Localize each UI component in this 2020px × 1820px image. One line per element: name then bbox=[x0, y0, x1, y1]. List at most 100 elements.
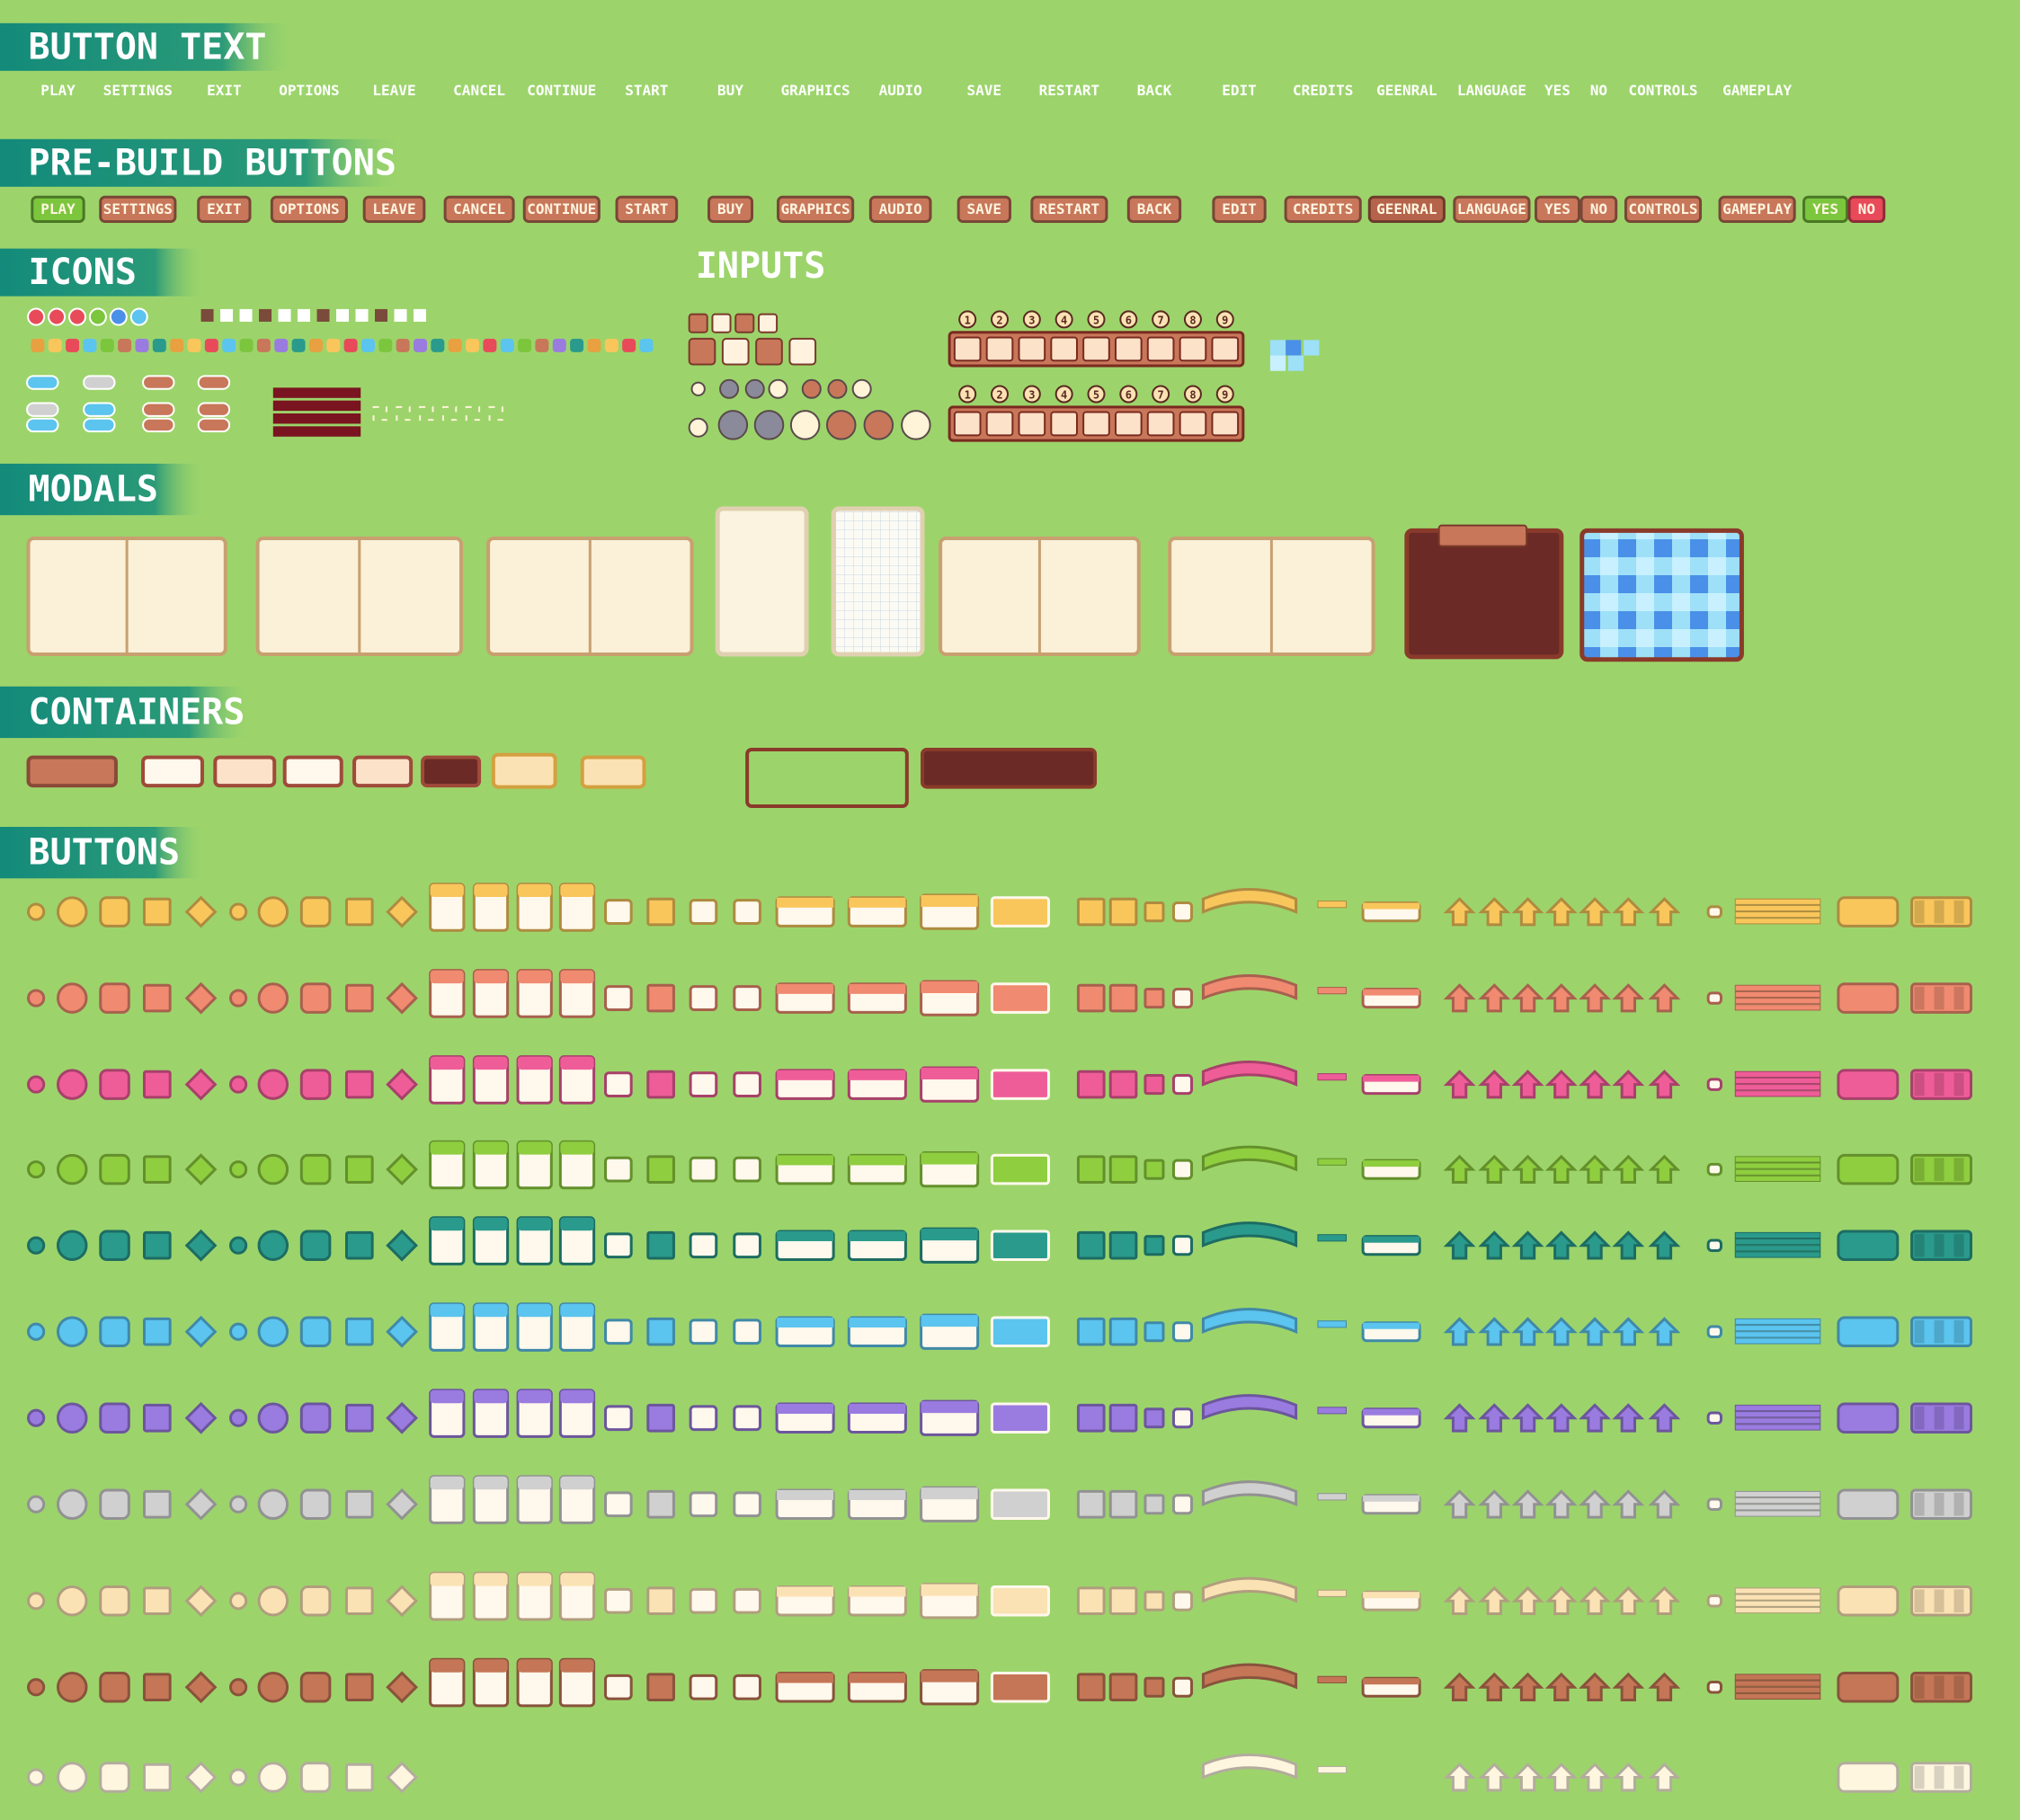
button[interactable] bbox=[184, 1315, 218, 1348]
button[interactable] bbox=[1734, 1318, 1821, 1326]
button[interactable] bbox=[646, 1586, 675, 1616]
button[interactable] bbox=[299, 982, 332, 1014]
button[interactable] bbox=[1734, 1337, 1821, 1345]
button[interactable] bbox=[299, 1585, 332, 1617]
button[interactable] bbox=[1579, 983, 1612, 1013]
button[interactable] bbox=[1478, 1230, 1511, 1260]
button[interactable] bbox=[1076, 897, 1106, 927]
button[interactable] bbox=[1076, 1586, 1106, 1616]
button[interactable] bbox=[1734, 984, 1821, 991]
button[interactable] bbox=[386, 981, 418, 1015]
button[interactable] bbox=[142, 1155, 172, 1184]
button[interactable] bbox=[1443, 1762, 1476, 1792]
button[interactable] bbox=[1478, 1070, 1511, 1099]
button[interactable] bbox=[56, 1402, 88, 1434]
button[interactable] bbox=[299, 1230, 332, 1261]
button[interactable] bbox=[1734, 1168, 1821, 1176]
button[interactable] bbox=[99, 1402, 130, 1434]
prebuild-button[interactable] bbox=[1534, 195, 1580, 223]
prebuild-button[interactable] bbox=[1847, 195, 1886, 223]
button[interactable] bbox=[27, 1678, 46, 1697]
button[interactable] bbox=[27, 902, 46, 921]
button[interactable] bbox=[1478, 1762, 1511, 1792]
button[interactable] bbox=[1201, 1145, 1298, 1172]
button[interactable] bbox=[1734, 1325, 1821, 1332]
button[interactable] bbox=[229, 1408, 248, 1427]
button[interactable] bbox=[1108, 1317, 1138, 1346]
button[interactable] bbox=[646, 1230, 675, 1260]
prebuild-button[interactable] bbox=[1284, 195, 1362, 223]
button[interactable] bbox=[99, 1488, 130, 1521]
button[interactable] bbox=[299, 1402, 332, 1434]
button[interactable] bbox=[1544, 1585, 1578, 1616]
button[interactable] bbox=[1706, 1162, 1722, 1176]
prebuild-button[interactable] bbox=[1802, 195, 1849, 223]
button[interactable] bbox=[142, 1586, 172, 1616]
button[interactable] bbox=[1171, 1590, 1194, 1611]
button[interactable] bbox=[1837, 1671, 1900, 1703]
prebuild-button[interactable] bbox=[1126, 195, 1182, 223]
button[interactable] bbox=[1579, 1230, 1612, 1260]
button[interactable] bbox=[386, 1761, 418, 1794]
button[interactable] bbox=[689, 1405, 718, 1432]
button[interactable] bbox=[1648, 1489, 1681, 1519]
button[interactable] bbox=[689, 899, 718, 925]
button[interactable] bbox=[142, 1673, 172, 1702]
button[interactable] bbox=[1511, 1672, 1544, 1702]
button[interactable] bbox=[1648, 1403, 1681, 1433]
button[interactable] bbox=[184, 1585, 218, 1618]
button[interactable] bbox=[1734, 911, 1821, 919]
button[interactable] bbox=[99, 1585, 130, 1617]
button[interactable] bbox=[689, 1318, 718, 1345]
button[interactable] bbox=[1076, 983, 1106, 1013]
prebuild-button[interactable] bbox=[522, 195, 601, 223]
prebuild-button[interactable] bbox=[1453, 195, 1531, 223]
button[interactable] bbox=[1544, 1317, 1578, 1346]
button[interactable] bbox=[1201, 888, 1298, 914]
button[interactable] bbox=[1478, 1585, 1511, 1616]
button[interactable] bbox=[1478, 1672, 1511, 1702]
button[interactable] bbox=[1734, 1490, 1821, 1498]
button[interactable] bbox=[344, 1070, 374, 1099]
button[interactable] bbox=[99, 1153, 130, 1185]
button[interactable] bbox=[1544, 983, 1578, 1013]
button[interactable] bbox=[1511, 1585, 1544, 1616]
button[interactable] bbox=[99, 1671, 130, 1703]
prebuild-button[interactable] bbox=[1212, 195, 1267, 223]
button[interactable] bbox=[1317, 1073, 1347, 1081]
button[interactable] bbox=[142, 1403, 172, 1433]
button[interactable] bbox=[1837, 896, 1900, 928]
button[interactable] bbox=[344, 1403, 374, 1433]
button[interactable] bbox=[1544, 1230, 1578, 1260]
button[interactable] bbox=[1171, 1074, 1194, 1096]
button[interactable] bbox=[1734, 1251, 1821, 1258]
button[interactable] bbox=[990, 1069, 1050, 1100]
button[interactable] bbox=[1108, 1489, 1138, 1519]
button[interactable] bbox=[142, 1489, 172, 1519]
button[interactable] bbox=[1734, 1686, 1821, 1693]
button[interactable] bbox=[299, 1488, 332, 1521]
button[interactable] bbox=[1201, 1061, 1298, 1087]
button[interactable] bbox=[646, 897, 675, 927]
button[interactable] bbox=[386, 1315, 418, 1348]
button[interactable] bbox=[1706, 1078, 1722, 1091]
button[interactable] bbox=[1317, 1766, 1347, 1774]
button[interactable] bbox=[56, 1762, 88, 1793]
button[interactable] bbox=[257, 982, 289, 1014]
button[interactable] bbox=[1579, 1762, 1612, 1792]
button[interactable] bbox=[1612, 1585, 1645, 1616]
button[interactable] bbox=[1734, 1162, 1821, 1169]
button[interactable] bbox=[257, 1585, 289, 1617]
button[interactable] bbox=[733, 899, 761, 925]
button[interactable] bbox=[1317, 1589, 1347, 1597]
button[interactable] bbox=[1143, 1407, 1165, 1429]
button[interactable] bbox=[604, 1405, 633, 1432]
prebuild-button[interactable] bbox=[1580, 195, 1618, 223]
button[interactable] bbox=[1706, 1411, 1722, 1425]
button[interactable] bbox=[689, 1156, 718, 1183]
button[interactable] bbox=[1544, 1672, 1578, 1702]
button[interactable] bbox=[1612, 1230, 1645, 1260]
prebuild-button[interactable] bbox=[1624, 195, 1703, 223]
button[interactable] bbox=[1734, 1674, 1821, 1681]
button[interactable] bbox=[344, 1762, 374, 1792]
